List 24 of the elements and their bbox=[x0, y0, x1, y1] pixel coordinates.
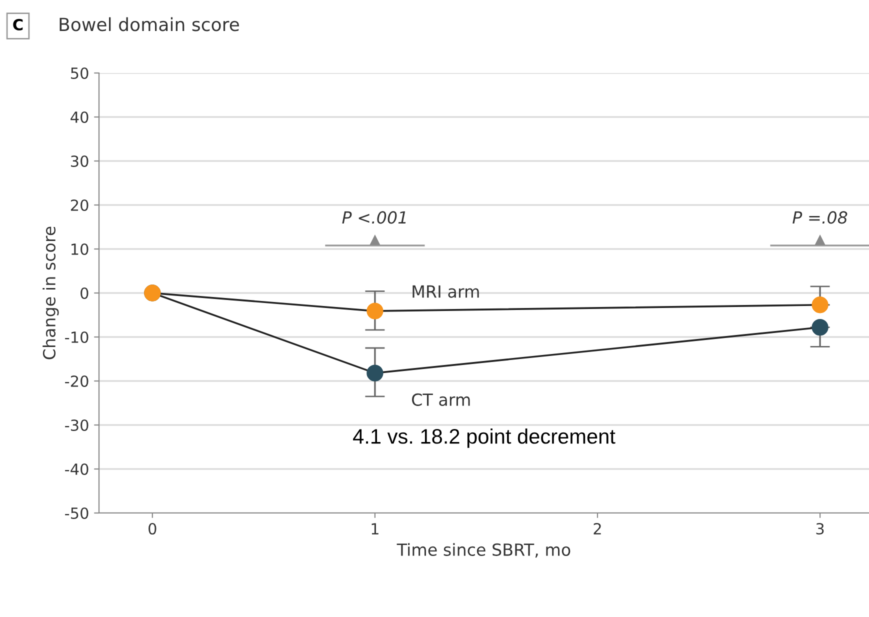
y-tick-label: 10 bbox=[72, 243, 88, 256]
x-tick-label: 3 bbox=[816, 522, 824, 535]
text: C bbox=[13, 18, 23, 30]
y-tick-label: -50 bbox=[65, 507, 88, 520]
annotation: P <.001 bbox=[342, 211, 406, 224]
annotation: P =.08 bbox=[792, 211, 848, 224]
y-tick-label: -40 bbox=[65, 463, 88, 476]
x-tick-label: 2 bbox=[594, 522, 601, 534]
y-axis-title: Change in score bbox=[42, 226, 59, 360]
series-label: CT arm bbox=[412, 393, 470, 406]
y-tick-label: 50 bbox=[71, 67, 88, 80]
x-axis-title: Time since SBRT, mo bbox=[396, 543, 570, 558]
y-tick-label: 40 bbox=[70, 111, 88, 124]
annotation: 4.1 vs. 18.2 point decrement bbox=[353, 428, 616, 448]
x-tick-label: 1 bbox=[372, 523, 378, 534]
y-tick-label: -30 bbox=[65, 419, 88, 432]
y-tick-label: 0 bbox=[80, 287, 88, 300]
y-tick-label: 20 bbox=[70, 199, 88, 212]
y-tick-label: -10 bbox=[65, 331, 88, 344]
series-label: MRI arm bbox=[412, 285, 479, 298]
x-tick-label: 0 bbox=[148, 522, 156, 535]
y-tick-label: -20 bbox=[65, 375, 88, 388]
chart-title: Bowel domain score bbox=[60, 17, 239, 32]
y-tick-label: 30 bbox=[71, 155, 88, 168]
